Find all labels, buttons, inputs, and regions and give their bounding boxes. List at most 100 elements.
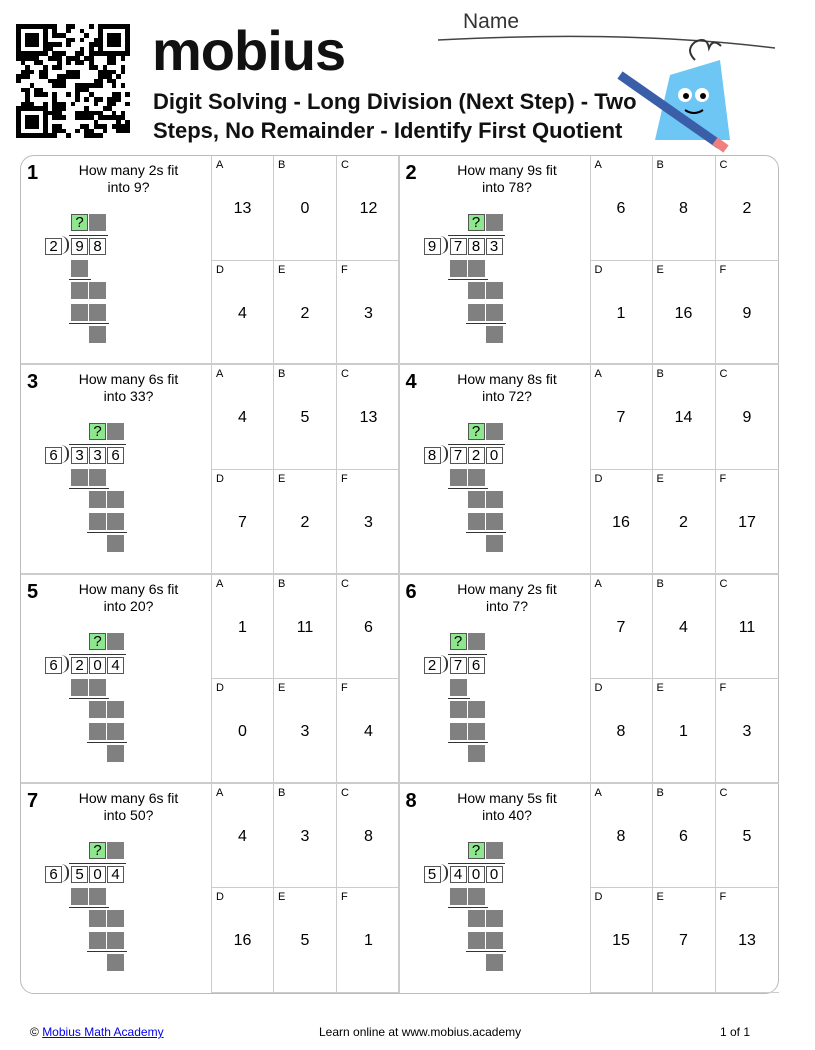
title: Digit Solving - Long Division (Next Step… bbox=[153, 89, 637, 143]
option-value: 0 bbox=[238, 723, 247, 740]
qr-cell bbox=[70, 101, 76, 107]
qr-cell bbox=[116, 124, 121, 129]
qr-cell bbox=[88, 55, 94, 61]
qr-cell bbox=[93, 96, 99, 102]
qr-cell bbox=[120, 65, 126, 70]
qr-cell bbox=[34, 119, 39, 125]
dividend-digit: 9 bbox=[71, 238, 88, 255]
option: C 13 bbox=[337, 365, 400, 470]
option: B 11 bbox=[274, 574, 337, 679]
work-box bbox=[485, 282, 503, 299]
qr-cell bbox=[29, 51, 35, 56]
work-line bbox=[69, 488, 109, 490]
work-box bbox=[89, 931, 106, 949]
quotient-box-empty bbox=[107, 841, 124, 859]
qr-cell bbox=[111, 101, 117, 107]
option-value: 8 bbox=[364, 827, 373, 845]
quotient-box: ? bbox=[467, 214, 485, 231]
dividend-digit: 3 bbox=[485, 238, 503, 255]
qr-cell bbox=[125, 42, 131, 47]
work-line bbox=[447, 906, 488, 908]
qr-cell bbox=[102, 74, 108, 79]
work-line bbox=[447, 279, 488, 280]
footer-link[interactable]: Mobius Math Academy bbox=[42, 1025, 164, 1039]
qr-cell bbox=[107, 51, 112, 56]
qr-cell bbox=[102, 24, 108, 29]
qr-cell bbox=[66, 37, 71, 43]
option-label: B bbox=[278, 786, 286, 799]
bracket-curve bbox=[61, 445, 69, 464]
dividend-digit: 6 bbox=[467, 656, 485, 674]
work-box bbox=[89, 909, 106, 927]
option: D 15 bbox=[589, 888, 653, 993]
qr-cell bbox=[66, 42, 71, 47]
qr-cell bbox=[16, 42, 21, 47]
qr-cell bbox=[88, 128, 94, 134]
work-box bbox=[71, 887, 88, 905]
dividend-digit: 3 bbox=[89, 447, 106, 465]
qr-cell bbox=[16, 51, 21, 56]
qr-cell bbox=[52, 24, 58, 29]
work-box bbox=[89, 700, 106, 718]
qr-cell bbox=[57, 74, 62, 79]
work-box bbox=[107, 491, 124, 509]
question: How many 6s fit into 33? bbox=[78, 371, 179, 405]
qr-cell bbox=[25, 42, 30, 47]
work-line bbox=[447, 741, 488, 743]
qr-cell bbox=[66, 55, 71, 61]
option-label: F bbox=[341, 472, 348, 485]
qr-cell bbox=[34, 133, 39, 139]
qr-cell bbox=[25, 119, 30, 125]
qr-cell bbox=[98, 37, 103, 43]
question: How many 6s fit into 20? bbox=[78, 580, 179, 614]
quotient-box: ? bbox=[449, 632, 467, 650]
qr-cell bbox=[25, 87, 30, 93]
quotient-box-empty bbox=[467, 632, 485, 650]
option-value: 6 bbox=[679, 827, 688, 845]
option-value: 4 bbox=[364, 723, 373, 740]
work-box bbox=[107, 513, 124, 531]
option-label: C bbox=[341, 577, 349, 590]
qr-cell bbox=[107, 33, 112, 38]
option-value: 2 bbox=[742, 200, 752, 217]
qr-cell bbox=[98, 74, 103, 79]
work-line bbox=[465, 532, 506, 534]
qr-cell bbox=[79, 46, 85, 52]
qr-cell bbox=[66, 69, 71, 75]
option: E 16 bbox=[652, 260, 716, 365]
qr-cell bbox=[120, 110, 126, 116]
qr-cell bbox=[52, 55, 58, 61]
divisor: 6 bbox=[45, 656, 62, 674]
qr-cell bbox=[111, 24, 117, 29]
qr-cell bbox=[75, 96, 80, 102]
qr-cell bbox=[47, 42, 53, 47]
qr-cell bbox=[107, 69, 112, 75]
work-box bbox=[485, 326, 503, 343]
work-line bbox=[87, 532, 127, 534]
qr-cell bbox=[102, 65, 108, 70]
qr-cell bbox=[29, 42, 35, 47]
qr-cell bbox=[61, 33, 67, 38]
qr-cell bbox=[29, 69, 35, 75]
qr-cell bbox=[20, 74, 26, 79]
work-line bbox=[465, 323, 506, 324]
qr-cell bbox=[116, 24, 121, 29]
qr-cell bbox=[93, 65, 99, 70]
divisor: 2 bbox=[45, 238, 62, 255]
dividend-digit: 7 bbox=[449, 656, 467, 674]
qr-cell bbox=[120, 115, 126, 120]
work-box bbox=[107, 931, 124, 949]
qr-cell bbox=[38, 24, 44, 29]
option-label: D bbox=[216, 891, 224, 904]
qr-cell bbox=[75, 115, 80, 120]
work-box bbox=[449, 722, 467, 740]
